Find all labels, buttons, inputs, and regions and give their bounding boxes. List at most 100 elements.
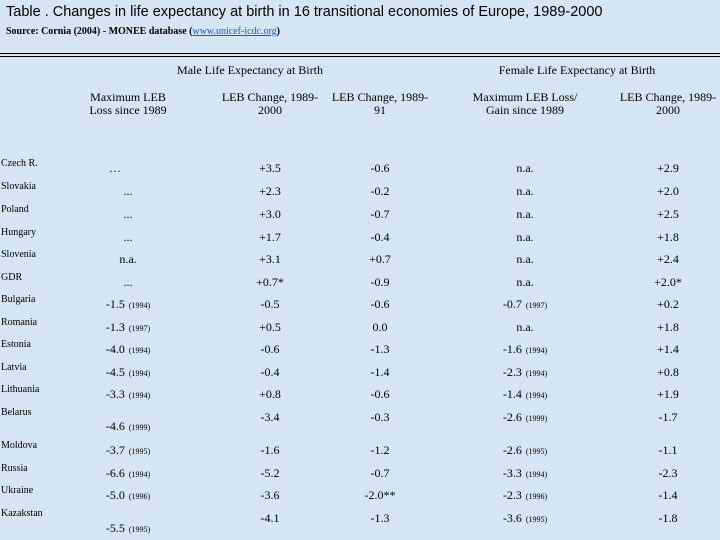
cell: +0.8 bbox=[259, 387, 281, 401]
cell-note: (1994) bbox=[128, 346, 151, 355]
row-label: Lithuania bbox=[1, 384, 40, 395]
cell-value: -5.0 bbox=[105, 488, 125, 502]
cell-note: (1995) bbox=[128, 447, 151, 456]
cell-value: -3.3 bbox=[105, 387, 125, 401]
source-link[interactable]: www.unicef-icdc.org bbox=[192, 26, 277, 37]
cell: -0.6 bbox=[260, 342, 280, 356]
cell-note: (1994) bbox=[525, 470, 548, 479]
cell-note: (1996) bbox=[128, 492, 151, 501]
cell: -0.4 bbox=[260, 365, 280, 379]
cell: ... bbox=[123, 207, 133, 221]
cell: -3.3 (1994) bbox=[106, 387, 150, 402]
row-label: Romania bbox=[1, 317, 38, 328]
row-label: Belarus bbox=[1, 407, 32, 418]
cell-note: (1997) bbox=[128, 324, 151, 333]
cell: -0.7 (1997) bbox=[503, 297, 547, 312]
cell: n.a. bbox=[516, 275, 534, 289]
row-label: Latvia bbox=[1, 362, 27, 373]
cell: n.a. bbox=[516, 184, 534, 198]
cell: -1.6 bbox=[260, 443, 280, 457]
row-label: Estonia bbox=[1, 339, 31, 350]
cell-note: (1994) bbox=[128, 391, 151, 400]
cell: +1.8 bbox=[657, 320, 679, 334]
cell: +1.9 bbox=[657, 387, 679, 401]
cell: -2.0** bbox=[364, 488, 396, 502]
cell: n.a. bbox=[516, 207, 534, 221]
cell: n.a. bbox=[516, 320, 534, 334]
cell: -2.3 (1996) bbox=[503, 488, 547, 503]
rule bbox=[0, 53, 720, 54]
cell: +0.8 bbox=[657, 365, 679, 379]
cell-note: (1994) bbox=[128, 301, 151, 310]
cell-note: (1995) bbox=[128, 525, 151, 534]
cell-value: -1.4 bbox=[502, 387, 522, 401]
cell: 0.0 bbox=[372, 320, 388, 334]
cell-value: -2.6 bbox=[502, 410, 522, 424]
cell: -5.5 (1995) bbox=[106, 521, 150, 536]
cell: +2.5 bbox=[657, 207, 679, 221]
cell: +3.5 bbox=[259, 161, 281, 175]
cell: +2.9 bbox=[657, 161, 679, 175]
cell: -3.7 (1995) bbox=[106, 443, 150, 458]
cell-value: -3.6 bbox=[502, 511, 522, 525]
cell: +1.4 bbox=[657, 342, 679, 356]
cell: +2.3 bbox=[259, 184, 281, 198]
cell: +2.0 bbox=[657, 184, 679, 198]
cell: -0.2 bbox=[370, 184, 390, 198]
cell-value: -6.6 bbox=[105, 466, 125, 480]
cell-note: (1995) bbox=[525, 515, 548, 524]
cell: -5.0 (1996) bbox=[106, 488, 150, 503]
cell: -1.3 bbox=[370, 342, 390, 356]
cell: -0.6 bbox=[370, 387, 390, 401]
cell-note: (1994) bbox=[128, 369, 151, 378]
row-label: Slovenia bbox=[1, 249, 36, 260]
cell: -1.3 bbox=[370, 511, 390, 525]
cell: +2.4 bbox=[657, 252, 679, 266]
cell-note: (1996) bbox=[525, 492, 548, 501]
cell: n.a. bbox=[119, 252, 137, 266]
column-header: LEB Change, 1989-91 bbox=[331, 90, 429, 117]
column-header: Maximum LEB Loss/ Gain since 1989 bbox=[472, 90, 578, 117]
cell-note: (1994) bbox=[525, 369, 548, 378]
row-label: Moldova bbox=[1, 440, 38, 451]
cell-note: (1997) bbox=[525, 301, 548, 310]
cell: -1.5 (1994) bbox=[106, 297, 150, 312]
group-header: Male Life Expectancy at Birth bbox=[177, 63, 323, 77]
row-label: Hungary bbox=[1, 227, 36, 238]
cell: -4.1 bbox=[260, 511, 280, 525]
cell-note: (1994) bbox=[525, 346, 548, 355]
source-text: Source: Cornia (2004) - MONEE database ( bbox=[6, 26, 193, 37]
rule bbox=[0, 56, 720, 57]
cell: … bbox=[109, 161, 121, 175]
cell-value: -4.0 bbox=[105, 342, 125, 356]
cell: n.a. bbox=[516, 230, 534, 244]
cell: -3.6 (1995) bbox=[503, 511, 547, 526]
cell: -0.4 bbox=[370, 230, 390, 244]
cell: -0.5 bbox=[260, 297, 280, 311]
cell-value: -1.6 bbox=[502, 342, 522, 356]
cell: n.a. bbox=[516, 252, 534, 266]
cell: -4.6 (1999) bbox=[106, 419, 150, 434]
cell-value: -2.3 bbox=[502, 365, 522, 379]
cell: +0.7* bbox=[256, 275, 284, 289]
row-label: Ukraine bbox=[1, 485, 34, 496]
cell: -5.2 bbox=[260, 466, 280, 480]
cell-note: (1999) bbox=[128, 423, 151, 432]
cell: +2.0* bbox=[654, 275, 682, 289]
cell: +0.7 bbox=[369, 252, 391, 266]
cell: -2.6 (1995) bbox=[503, 443, 547, 458]
cell-value: -0.7 bbox=[502, 297, 522, 311]
cell: -0.6 bbox=[370, 161, 390, 175]
cell: -0.6 bbox=[370, 297, 390, 311]
cell: ... bbox=[123, 230, 133, 244]
cell-note: (1995) bbox=[525, 447, 548, 456]
cell: n.a. bbox=[516, 161, 534, 175]
cell: ... bbox=[123, 184, 133, 198]
cell: -2.3 bbox=[658, 466, 678, 480]
cell: -1.2 bbox=[370, 443, 390, 457]
cell: -0.9 bbox=[370, 275, 390, 289]
cell: -4.5 (1994) bbox=[106, 365, 150, 380]
cell-value: -1.3 bbox=[105, 320, 125, 334]
source-text: ) bbox=[276, 26, 280, 37]
column-header: LEB Change, 1989-2000 bbox=[221, 90, 319, 117]
